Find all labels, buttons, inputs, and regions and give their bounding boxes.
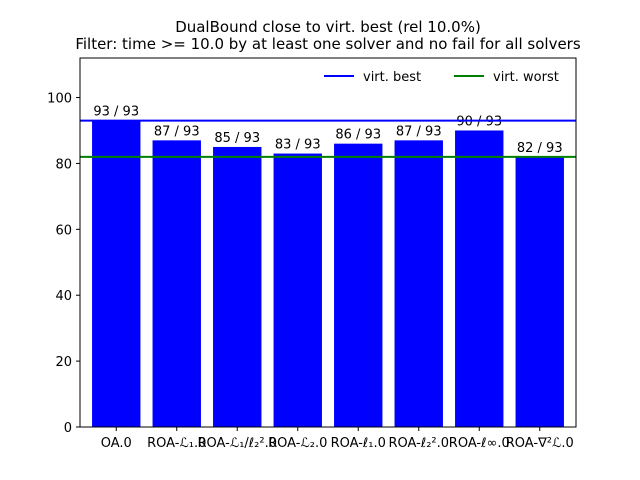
bar <box>334 143 383 428</box>
chart-title: DualBound close to virt. best (rel 10.0%… <box>175 18 481 36</box>
bar <box>455 130 504 427</box>
x-tick-label: ROA-ℒ₁.0 <box>147 436 206 451</box>
bar <box>273 153 322 427</box>
bar <box>213 146 262 427</box>
bar-value-label: 90 / 93 <box>456 114 502 129</box>
x-tick-label: ROA-ℓ₂².0 <box>388 436 449 451</box>
x-tick-label: ROA-ℒ₂.0 <box>268 436 327 451</box>
bar-value-label: 87 / 93 <box>154 124 200 139</box>
plot-frame <box>79 57 577 428</box>
y-tick-label: 0 <box>64 421 72 436</box>
bar-value-label: 83 / 93 <box>275 138 321 153</box>
y-tick-label: 40 <box>55 289 72 304</box>
legend-label: virt. best <box>363 70 421 85</box>
bar-value-label: 85 / 93 <box>214 131 260 146</box>
reference-line-group <box>80 119 576 158</box>
bar <box>515 156 564 427</box>
legend-label: virt. worst <box>493 70 559 85</box>
y-tick-label: 20 <box>55 355 72 370</box>
bar-label-group: 93 / 93 87 / 93 85 / 93 83 / 93 86 / 93 87 / … <box>93 105 562 156</box>
y-tick-label: 60 <box>55 223 72 238</box>
bar <box>152 140 201 427</box>
x-tick-label: ROA-∇²ℒ.0 <box>506 436 574 451</box>
bar <box>92 120 141 428</box>
x-tick-label: ROA-ℒ₁/ℓ₂².0 <box>198 436 278 451</box>
x-tick-label: ROA-ℓ∞.0 <box>449 436 510 451</box>
x-tick-label: OA.0 <box>101 436 132 451</box>
bar <box>394 140 443 427</box>
y-axis-ticks: 0 20 40 60 80 100 <box>47 92 80 436</box>
bar-group <box>92 120 564 428</box>
y-tick-label: 100 <box>47 92 72 107</box>
legend: virt. best virt. worst <box>324 70 559 85</box>
chart-subtitle: Filter: time >= 10.0 by at least one sol… <box>75 35 581 53</box>
bar-value-label: 87 / 93 <box>396 124 442 139</box>
bar-value-label: 82 / 93 <box>517 141 563 156</box>
y-tick-label: 80 <box>55 157 72 172</box>
x-tick-label: ROA-ℓ₁.0 <box>331 436 386 451</box>
bar-value-label: 86 / 93 <box>335 128 381 143</box>
bar-value-label: 93 / 93 <box>93 105 139 120</box>
